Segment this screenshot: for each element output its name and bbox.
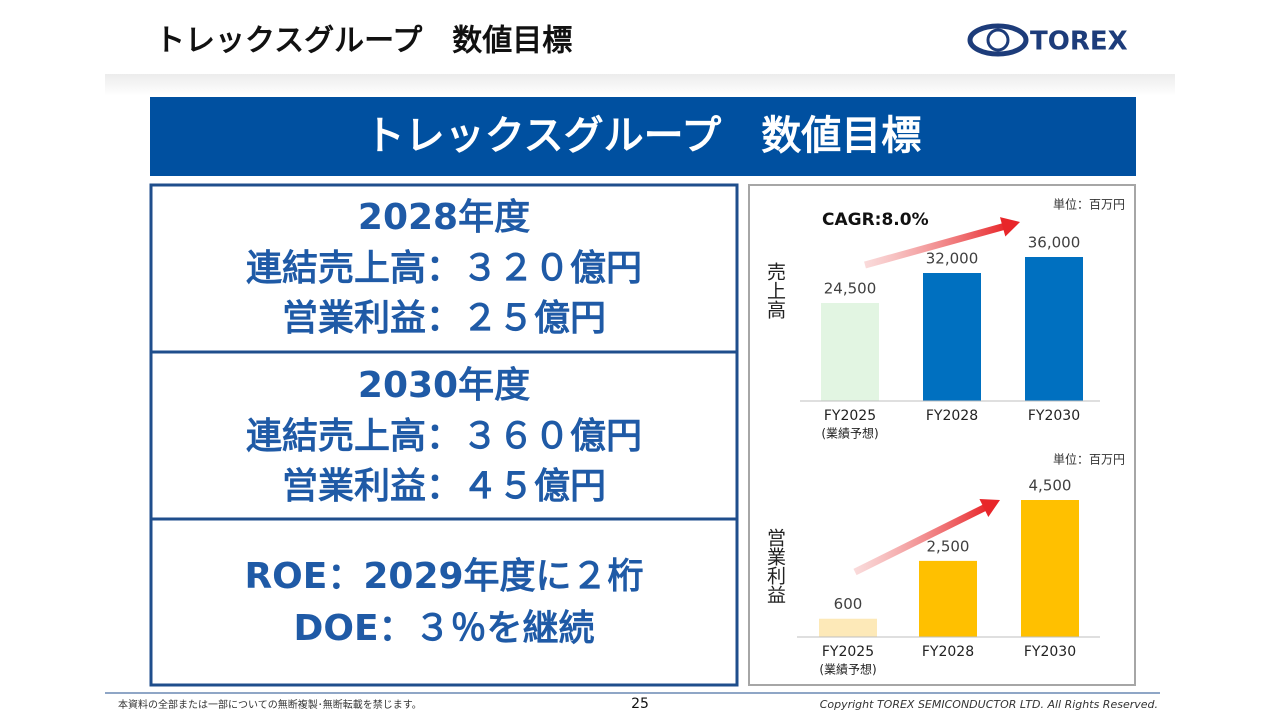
header-band: [105, 74, 1175, 96]
y-axis-label: 営業利益: [764, 528, 786, 604]
header-title: トレックスグループ 数値目標: [155, 24, 572, 59]
target-line: 連結売上高：３６０億円: [246, 416, 642, 457]
banner-text: トレックスグループ 数値目標: [365, 113, 921, 159]
bar: [1021, 500, 1079, 637]
charts: 単位：百万円売上高CAGR:8.0%24,500FY202532,000FY20…: [764, 197, 1125, 677]
x-tick-label: FY2028: [922, 644, 974, 660]
trend-arrow: [853, 503, 990, 576]
annotation: CAGR:8.0%: [822, 210, 929, 230]
value-label: 32,000: [926, 250, 979, 268]
page-number: 25: [631, 696, 649, 712]
target-year: 2028年度: [358, 197, 530, 238]
target-line: 営業利益：４５億円: [282, 466, 606, 507]
category-note: (業績予想): [821, 426, 878, 441]
bar: [821, 303, 879, 401]
value-label: 36,000: [1028, 234, 1081, 252]
unit-label: 単位：百万円: [1053, 452, 1125, 467]
trend-arrowhead: [979, 499, 1000, 517]
x-tick-label: FY2030: [1024, 644, 1076, 660]
trend-arrow: [864, 222, 1008, 269]
footer-notice: 本資料の全部または一部についての無断複製･無断転載を禁じます。: [118, 698, 422, 711]
category-note: (業績予想): [819, 662, 876, 677]
target-line: 営業利益：２５億円: [282, 298, 606, 339]
trend-arrowhead: [999, 217, 1020, 237]
bar: [819, 618, 877, 637]
value-label: 24,500: [824, 280, 877, 298]
target-line: DOE：３％を継続: [293, 608, 594, 649]
bar: [923, 273, 981, 401]
x-tick-label: FY2025: [822, 644, 874, 660]
value-label: 2,500: [927, 537, 970, 555]
x-tick-label: FY2030: [1028, 408, 1080, 424]
target-year: 2030年度: [358, 365, 530, 406]
y-axis-label: 売上高: [764, 262, 786, 319]
value-label: 600: [834, 595, 863, 613]
logo-text: TOREX: [1030, 27, 1128, 57]
x-tick-label: FY2028: [926, 408, 978, 424]
targets-panel: 2028年度 連結売上高：３２０億円 営業利益：２５億円 2030年度 連結売上…: [149, 183, 739, 687]
target-line: ROE：2029年度に２桁: [244, 556, 643, 597]
unit-label: 単位：百万円: [1053, 197, 1125, 212]
x-tick-label: FY2025: [824, 408, 876, 424]
logo: TOREX: [967, 23, 1128, 57]
footer-copyright: Copyright TOREX SEMICONDUCTOR LTD. All R…: [820, 698, 1158, 711]
bar: [919, 560, 977, 637]
target-line: 連結売上高：３２０億円: [246, 248, 642, 289]
value-label: 4,500: [1029, 477, 1072, 495]
banner: [150, 97, 1136, 176]
bar: [1025, 257, 1083, 401]
